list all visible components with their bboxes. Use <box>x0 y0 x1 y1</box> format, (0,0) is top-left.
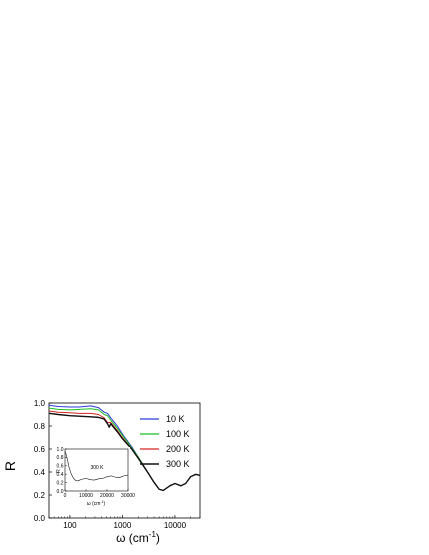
x-tick-label: 1000 <box>114 521 132 530</box>
y-axis-title: R <box>2 461 18 471</box>
inset-y-tick-label: 1.0 <box>57 447 64 453</box>
inset-y-tick-label: 0.8 <box>57 455 64 461</box>
inset-x-axis-title: ω (cm-1) <box>87 500 106 507</box>
inset-plot-frame <box>64 448 129 492</box>
inset-x-axis-title-main: ω (cm <box>87 501 101 507</box>
legend-label: 300 K <box>166 459 190 469</box>
y-tick-label: 0.2 <box>34 491 46 500</box>
x-tick-label: 10000 <box>164 521 187 530</box>
x-axis-title: ω (cm-1) <box>116 530 160 545</box>
inset-y-tick-label: 0.6 <box>57 464 64 470</box>
inset-y-axis-title: R <box>56 469 62 473</box>
inset-x-tick-label: 30000 <box>121 493 135 499</box>
inset-x-tick-label: 10000 <box>79 493 93 499</box>
x-axis-title-main: ω (cm <box>116 531 149 545</box>
inset-y-tick-label: 0.4 <box>57 472 64 478</box>
inset-y-tick-label: 0.2 <box>57 480 64 486</box>
x-axis-title-superscript: -1 <box>149 530 157 539</box>
inset-axes-ticks: 0.0 0.2 0.4 0.6 0.8 1.0 0 10000 20000 30000 <box>57 447 136 499</box>
legend: 10 K 100 K 200 K 300 K <box>140 414 190 469</box>
main-axes-ticks: 0.0 0.2 0.4 0.6 0.8 1.0 100 1000 10000 <box>34 399 201 530</box>
y-tick-label: 0.4 <box>34 468 46 477</box>
y-tick-label: 1.0 <box>34 399 46 408</box>
y-tick-label: 0.0 <box>34 514 46 523</box>
inset-series-layer <box>64 450 129 482</box>
series-line-4 <box>48 412 201 492</box>
inset-background <box>58 447 130 497</box>
inset-y-tick-label: 0.0 <box>57 489 64 495</box>
inset-annotation: 300 K <box>90 465 104 471</box>
inset-series-line <box>64 450 129 482</box>
legend-label: 10 K <box>166 414 185 424</box>
y-tick-label: 0.8 <box>34 422 46 431</box>
legend-label: 100 K <box>166 429 190 439</box>
main-plot-frame <box>48 402 201 519</box>
inset-x-axis-title-superscript: -1 <box>100 500 103 504</box>
inset-x-axis-title-end: ) <box>104 501 106 507</box>
y-tick-label: 0.6 <box>34 445 46 454</box>
inset-x-tick-label: 0 <box>64 493 67 499</box>
legend-label: 200 K <box>166 444 190 454</box>
x-tick-label: 100 <box>63 521 77 530</box>
inset-x-tick-label: 20000 <box>100 493 114 499</box>
x-axis-title-end: ) <box>156 531 160 545</box>
